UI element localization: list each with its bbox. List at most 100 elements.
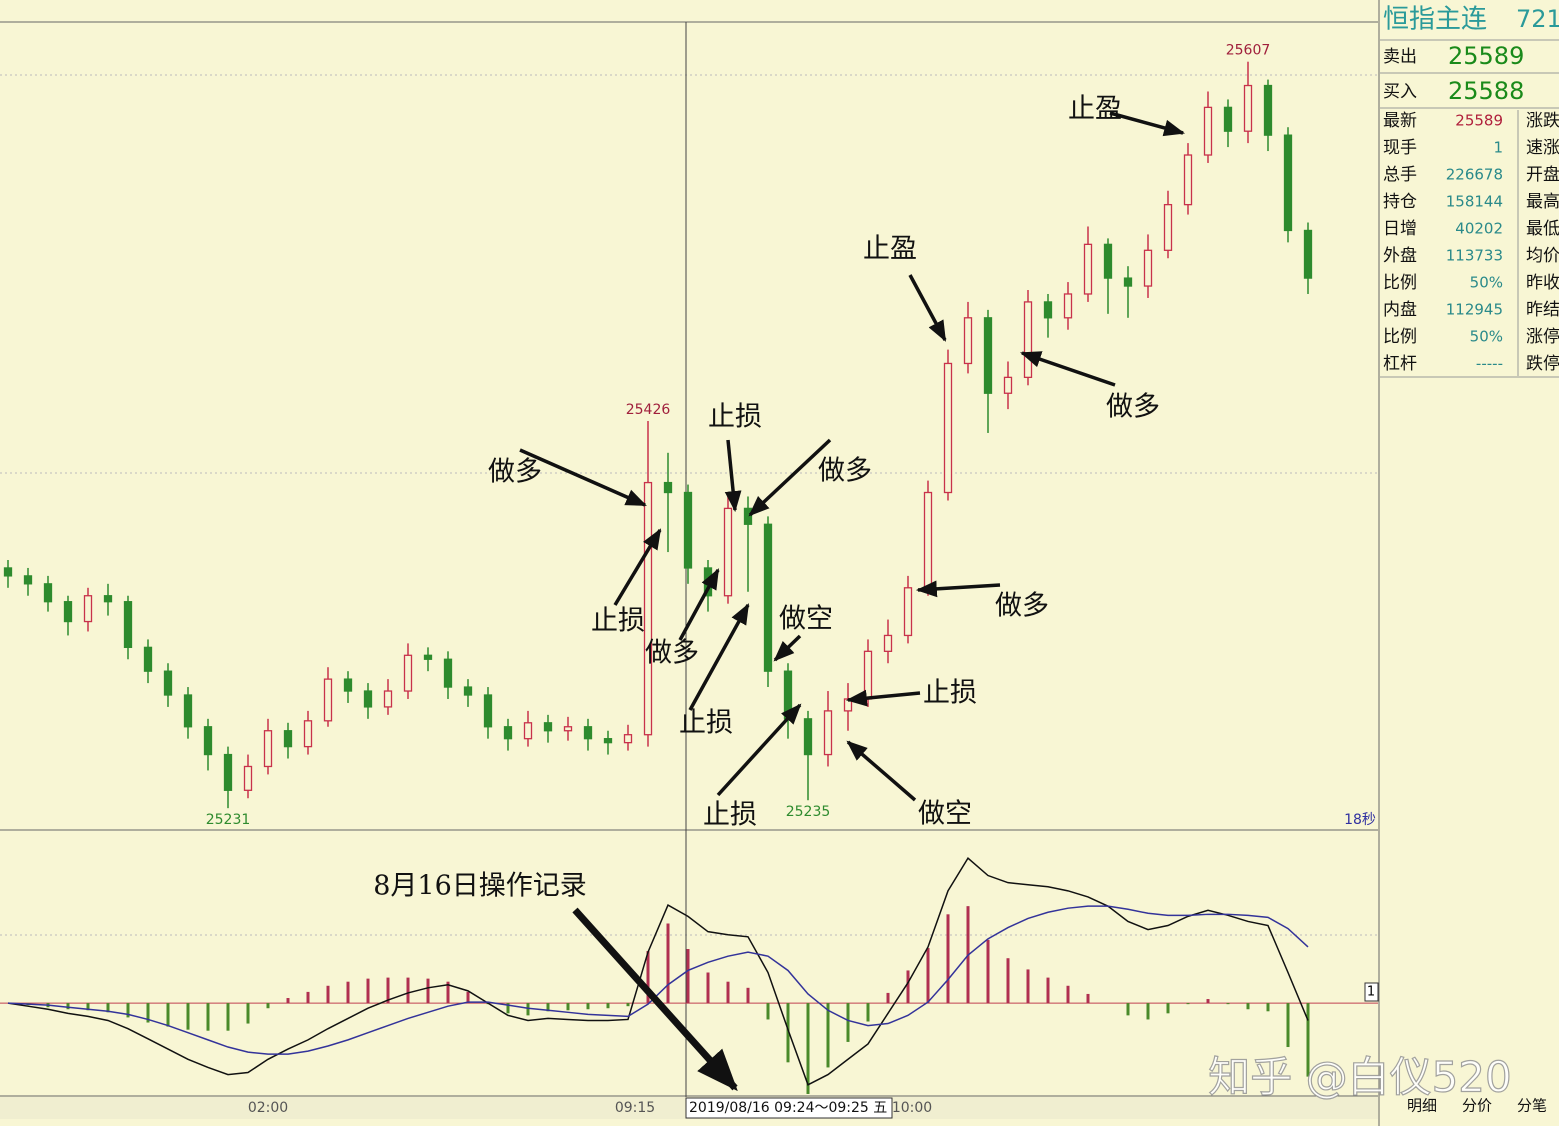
row-label: 昨结 bbox=[1526, 300, 1559, 320]
quote-price: 25588 bbox=[1448, 77, 1524, 105]
quote-title: 恒指主连 bbox=[1383, 5, 1487, 35]
macd-bar bbox=[746, 987, 750, 1004]
crosshair-box bbox=[685, 1097, 893, 1119]
candle-body bbox=[223, 753, 233, 791]
row-value: 1 bbox=[1493, 139, 1503, 157]
macd-bar bbox=[346, 981, 350, 1004]
row-value: 113733 bbox=[1446, 247, 1503, 265]
annotation: 做空 bbox=[918, 799, 972, 830]
macd-bar bbox=[726, 981, 730, 1004]
candle-body bbox=[823, 710, 833, 756]
macd-bar bbox=[146, 1003, 150, 1023]
annotation: 止盈 bbox=[863, 234, 917, 265]
row-value: 25589 bbox=[1455, 112, 1503, 130]
quote-label: 买入 bbox=[1383, 82, 1417, 102]
annotation-arrow bbox=[1020, 351, 1116, 387]
macd-bar bbox=[766, 1003, 770, 1020]
macd-bar bbox=[1266, 1003, 1270, 1012]
annotation-arrow bbox=[846, 740, 917, 802]
macd-bar bbox=[846, 1003, 850, 1042]
candle-body bbox=[363, 690, 373, 708]
macd-bar bbox=[446, 981, 450, 1004]
row-label: 涨停 bbox=[1526, 327, 1559, 347]
candle-body bbox=[1003, 376, 1013, 394]
time-label: 02:00 bbox=[248, 1100, 288, 1116]
row-label: 日增 bbox=[1383, 219, 1417, 239]
macd-bar bbox=[1206, 999, 1210, 1004]
macd-bar bbox=[186, 1003, 190, 1030]
macd-bar bbox=[1166, 1003, 1170, 1014]
annotation: 做多 bbox=[1106, 392, 1160, 423]
macd-bar bbox=[1026, 969, 1030, 1004]
candle-body bbox=[1303, 229, 1313, 279]
annotation-arrow bbox=[613, 528, 662, 606]
candle-body bbox=[3, 567, 13, 577]
row-label: 持仓 bbox=[1383, 192, 1417, 212]
macd-bar bbox=[826, 1003, 830, 1068]
candle-body bbox=[1243, 84, 1253, 132]
annotation: 8月16日操作记录 bbox=[373, 871, 587, 902]
candle-body bbox=[943, 362, 953, 494]
candle-body bbox=[343, 678, 353, 692]
macd-bar bbox=[646, 951, 650, 1004]
candle-body bbox=[623, 734, 633, 744]
row-label: 最新 bbox=[1383, 111, 1417, 131]
macd-bar bbox=[926, 948, 930, 1004]
annotation: 做空 bbox=[779, 604, 833, 635]
candle-body bbox=[63, 601, 73, 623]
row-label: 外盘 bbox=[1383, 246, 1417, 266]
macd-bar bbox=[266, 1003, 270, 1009]
macd-bar bbox=[586, 1003, 590, 1010]
annotation-arrow bbox=[773, 634, 802, 662]
row-label: 最低 bbox=[1526, 219, 1559, 239]
macd-line bbox=[7, 905, 1309, 1055]
quote-label: 卖出 bbox=[1383, 47, 1417, 67]
annotation: 止盈 bbox=[1068, 94, 1122, 125]
candle-body bbox=[183, 694, 193, 728]
macd-bar bbox=[946, 914, 950, 1004]
macd-bar bbox=[866, 1003, 870, 1022]
row-value: 40202 bbox=[1455, 220, 1503, 238]
row-value: 112945 bbox=[1446, 301, 1503, 319]
macd-bar bbox=[1226, 1003, 1230, 1005]
candle-body bbox=[1063, 293, 1073, 319]
tab[interactable]: 分价 bbox=[1462, 1097, 1492, 1115]
annotation-arrow bbox=[519, 448, 647, 507]
annotation-arrow bbox=[908, 274, 947, 342]
tab[interactable]: 分笔 bbox=[1517, 1097, 1547, 1115]
scale-label: 1 bbox=[1367, 985, 1375, 1000]
macd-bar bbox=[546, 1003, 550, 1012]
candle-body bbox=[423, 654, 433, 660]
row-label: 均价 bbox=[1526, 246, 1559, 266]
macd-bar bbox=[706, 972, 710, 1004]
macd-bar bbox=[886, 992, 890, 1004]
macd-bar bbox=[106, 1003, 110, 1013]
tab[interactable]: 明细 bbox=[1407, 1097, 1437, 1115]
candle-body bbox=[963, 317, 973, 365]
candle-body bbox=[263, 730, 273, 768]
crosshair-label: 2019/08/16 09:24～09:25 五 bbox=[689, 1100, 887, 1116]
row-label: 现手 bbox=[1383, 138, 1417, 158]
annotation: 止损 bbox=[923, 678, 977, 709]
macd-bar bbox=[1046, 977, 1050, 1004]
candle-body bbox=[403, 654, 413, 692]
macd-bar bbox=[286, 998, 290, 1004]
candle-body bbox=[1263, 84, 1273, 136]
time-label: 10:00 bbox=[892, 1100, 932, 1116]
macd-bar bbox=[786, 1003, 790, 1063]
quote-price: 25589 bbox=[1448, 42, 1524, 70]
macd-bar bbox=[466, 991, 470, 1004]
candle-body bbox=[923, 491, 933, 589]
row-label: 比例 bbox=[1383, 273, 1417, 293]
candle-body bbox=[1283, 134, 1293, 232]
annotation-arrow bbox=[688, 603, 750, 711]
annotation: 做多 bbox=[995, 591, 1049, 622]
macd-bar bbox=[86, 1003, 90, 1011]
macd-bar bbox=[1126, 1003, 1130, 1016]
candle-body bbox=[903, 587, 913, 637]
macd-bar bbox=[666, 923, 670, 1004]
candle-body bbox=[563, 726, 573, 732]
annotation-arrow bbox=[678, 568, 720, 641]
